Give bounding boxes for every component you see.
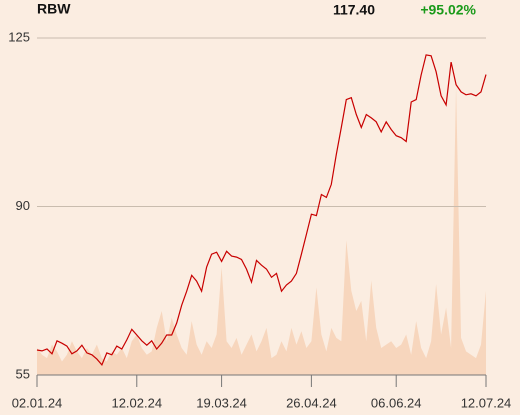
change: +95.02% (420, 2, 476, 18)
y-tick-label: 125 (8, 29, 30, 44)
x-tick-label: 19.03.24 (196, 395, 247, 410)
x-tick-label: 12.07.24 (461, 395, 512, 410)
y-tick-label: 90 (16, 198, 30, 213)
x-tick-label: 26.04.24 (286, 395, 337, 410)
last-price: 117.40 (333, 2, 375, 18)
price-line (36, 54, 487, 367)
volume-area (37, 85, 486, 376)
x-tick-label: 06.06.24 (371, 395, 422, 410)
x-tick-label: 02.01.24 (12, 395, 63, 410)
y-tick-label: 55 (16, 366, 30, 381)
ticker: RBW (37, 1, 71, 17)
x-tick-label: 12.02.24 (111, 395, 162, 410)
